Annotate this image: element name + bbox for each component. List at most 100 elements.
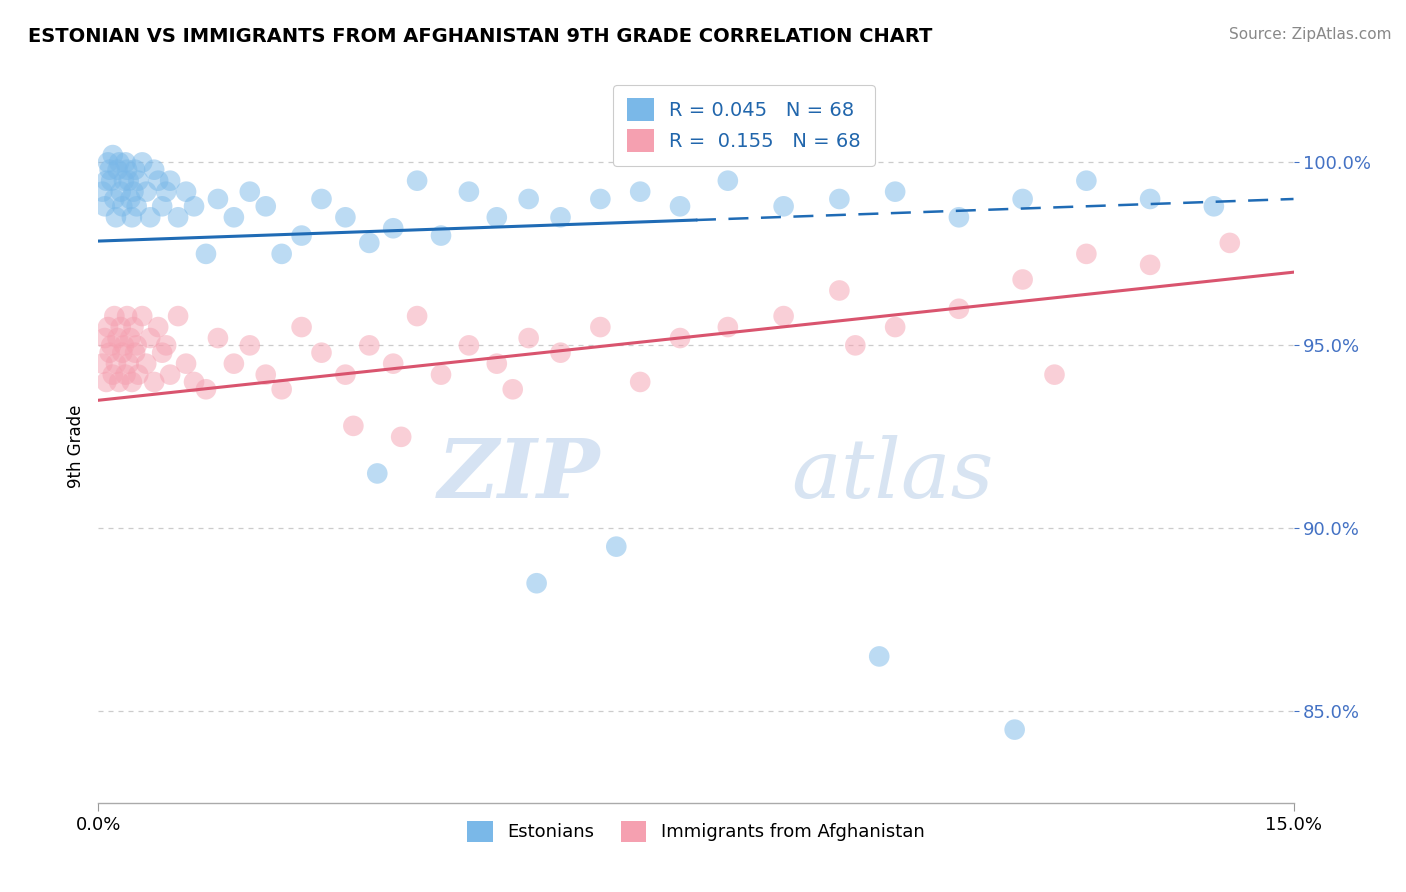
Point: [828, 284, 851, 298]
Point: [155, 338, 177, 352]
Point: [120, 331, 142, 345]
Point: [124, 345, 146, 359]
Point: [382, 357, 405, 371]
Point: [589, 192, 612, 206]
Point: [107, 331, 129, 345]
Point: [111, 345, 134, 359]
Point: [406, 309, 429, 323]
Point: [884, 320, 907, 334]
Point: [389, 430, 412, 444]
Point: [159, 368, 181, 382]
Point: [868, 649, 890, 664]
Point: [291, 228, 314, 243]
Point: [1219, 235, 1241, 250]
Point: [100, 174, 122, 188]
Point: [148, 174, 170, 188]
Point: [239, 338, 262, 352]
Point: [127, 368, 149, 382]
Point: [111, 199, 134, 213]
Point: [114, 155, 136, 169]
Point: [112, 338, 135, 352]
Point: [717, 174, 740, 188]
Point: [118, 357, 141, 371]
Point: [114, 368, 136, 382]
Point: [115, 162, 138, 177]
Point: [948, 211, 970, 225]
Point: [108, 155, 131, 169]
Point: [254, 368, 277, 382]
Point: [366, 467, 388, 481]
Legend: Estonians, Immigrants from Afghanistan: Estonians, Immigrants from Afghanistan: [458, 812, 934, 851]
Point: [94, 199, 117, 213]
Point: [91, 185, 114, 199]
Point: [628, 375, 651, 389]
Point: [628, 185, 651, 199]
Point: [844, 338, 866, 352]
Point: [110, 185, 132, 199]
Point: [605, 540, 627, 554]
Point: [148, 320, 170, 334]
Point: [125, 199, 148, 213]
Point: [125, 338, 148, 352]
Point: [406, 174, 429, 188]
Point: [139, 211, 162, 225]
Point: [150, 199, 173, 213]
Point: [91, 357, 114, 371]
Point: [382, 221, 405, 235]
Point: [121, 211, 143, 225]
Point: [195, 247, 218, 261]
Text: ESTONIAN VS IMMIGRANTS FROM AFGHANISTAN 9TH GRADE CORRELATION CHART: ESTONIAN VS IMMIGRANTS FROM AFGHANISTAN …: [28, 27, 932, 45]
Point: [550, 345, 572, 359]
Point: [502, 382, 524, 396]
Point: [100, 338, 122, 352]
Point: [526, 576, 548, 591]
Point: [485, 357, 508, 371]
Point: [311, 345, 333, 359]
Point: [127, 174, 149, 188]
Point: [359, 338, 381, 352]
Point: [121, 375, 143, 389]
Point: [222, 211, 245, 225]
Point: [131, 155, 153, 169]
Point: [550, 211, 572, 225]
Point: [669, 199, 692, 213]
Point: [335, 211, 357, 225]
Point: [97, 155, 120, 169]
Point: [1043, 368, 1066, 382]
Point: [207, 192, 229, 206]
Point: [103, 309, 125, 323]
Point: [118, 174, 141, 188]
Point: [772, 199, 794, 213]
Point: [135, 357, 157, 371]
Point: [143, 162, 166, 177]
Point: [195, 382, 218, 396]
Point: [101, 148, 124, 162]
Point: [115, 309, 138, 323]
Point: [458, 338, 481, 352]
Point: [150, 345, 173, 359]
Point: [97, 320, 120, 334]
Point: [124, 162, 146, 177]
Point: [669, 331, 692, 345]
Point: [270, 382, 292, 396]
Point: [291, 320, 314, 334]
Text: ZIP: ZIP: [437, 434, 600, 515]
Point: [1139, 258, 1161, 272]
Point: [828, 192, 851, 206]
Point: [98, 162, 121, 177]
Point: [96, 375, 118, 389]
Point: [254, 199, 277, 213]
Point: [183, 199, 205, 213]
Point: [104, 211, 127, 225]
Point: [101, 368, 124, 382]
Point: [98, 345, 121, 359]
Point: [110, 320, 132, 334]
Text: Source: ZipAtlas.com: Source: ZipAtlas.com: [1229, 27, 1392, 42]
Point: [104, 357, 127, 371]
Point: [131, 309, 153, 323]
Y-axis label: 9th Grade: 9th Grade: [66, 404, 84, 488]
Point: [772, 309, 794, 323]
Point: [222, 357, 245, 371]
Point: [122, 320, 145, 334]
Point: [167, 309, 190, 323]
